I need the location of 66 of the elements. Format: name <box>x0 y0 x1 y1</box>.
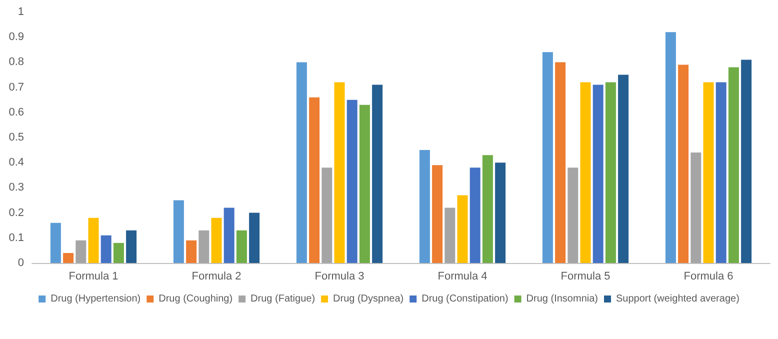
y-tick-label: 0.4 <box>8 156 24 169</box>
y-tick-label: 0.8 <box>8 56 24 68</box>
bar <box>88 218 99 263</box>
bar <box>741 60 752 263</box>
bar <box>63 252 74 263</box>
bar <box>728 67 739 263</box>
bar <box>419 150 430 263</box>
bar <box>690 152 702 263</box>
x-tick-label: Formula 2 <box>192 270 242 282</box>
bar <box>113 242 124 263</box>
y-tick-label: 0.7 <box>8 81 24 94</box>
bar <box>432 165 443 263</box>
bar <box>444 208 456 263</box>
bar <box>186 240 197 263</box>
bar <box>211 218 222 263</box>
x-tick-label: Formula 5 <box>560 270 610 282</box>
y-tick-label: 0.2 <box>8 206 24 219</box>
legend-label: Drug (Fatigue) <box>250 294 316 304</box>
bar <box>224 208 234 263</box>
x-tick-label: Formula 6 <box>684 270 734 282</box>
legend-label: Support (weighted average) <box>616 294 740 304</box>
bar <box>470 168 480 263</box>
legend-label: Drug (Constipation) <box>422 294 508 304</box>
bar <box>296 62 307 263</box>
bar <box>703 82 714 263</box>
y-tick-label: 0.1 <box>8 232 24 244</box>
bar <box>542 52 553 263</box>
bar <box>173 200 184 263</box>
legend-label: Drug (Dyspnea) <box>333 294 404 304</box>
y-tick-label: 1 <box>18 6 24 18</box>
bar <box>618 74 629 263</box>
bar <box>716 82 726 263</box>
legend-label: Drug (Insomnia) <box>526 294 598 304</box>
bar <box>457 195 468 263</box>
bar <box>359 104 370 263</box>
bar <box>555 62 566 263</box>
bar <box>495 162 506 263</box>
bar <box>678 64 689 263</box>
legend-label: Drug (Coughing) <box>158 294 233 304</box>
y-tick-label: 0.6 <box>8 106 24 118</box>
bar <box>592 84 604 263</box>
bar <box>198 230 210 263</box>
bar <box>126 230 137 263</box>
bar <box>50 222 61 263</box>
bar <box>322 168 332 263</box>
y-tick-label: 0.5 <box>8 132 24 144</box>
bar <box>665 32 676 263</box>
x-tick-label: Formula 3 <box>314 270 364 282</box>
bar <box>236 230 247 263</box>
bar <box>372 84 383 263</box>
y-tick-label: 0.9 <box>8 31 24 44</box>
x-tick-label: Formula 4 <box>438 270 488 282</box>
y-tick-label: 0 <box>18 257 24 269</box>
bar <box>346 100 358 263</box>
bar <box>605 82 616 263</box>
bar <box>580 82 591 263</box>
bar <box>100 235 112 263</box>
bar <box>568 168 578 263</box>
bar <box>309 97 320 263</box>
bar <box>249 212 260 263</box>
bar <box>76 240 86 263</box>
legend-label: Drug (Hypertension) <box>50 294 141 304</box>
y-tick-label: 0.3 <box>8 182 24 194</box>
bar <box>482 155 493 263</box>
bar <box>334 82 345 263</box>
x-tick-label: Formula 1 <box>68 270 118 282</box>
